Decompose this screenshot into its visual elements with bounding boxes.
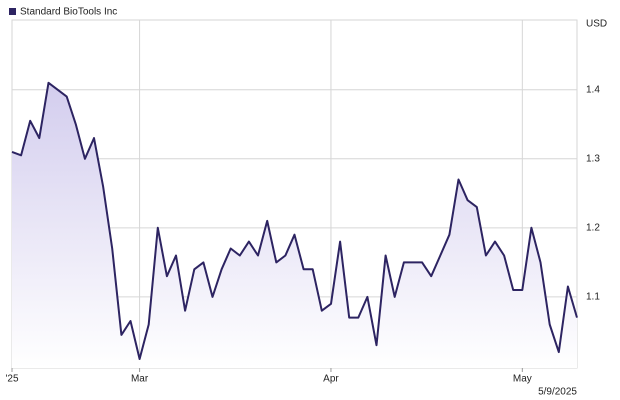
x-tick-label: '25 [5, 374, 18, 385]
y-unit: USD [586, 19, 607, 30]
y-tick-label: 1.2 [586, 222, 600, 233]
y-tick-label: 1.1 [586, 292, 600, 303]
last-date: 5/9/2025 [538, 387, 577, 398]
area [12, 82, 577, 369]
y-tick-label: 1.4 [586, 84, 600, 95]
price-line [11, 81, 578, 360]
x-tick-label: Apr [323, 374, 339, 385]
legend-swatch [9, 8, 16, 15]
legend-label: Standard BioTools Inc [20, 7, 117, 18]
x-tick-label: Mar [131, 374, 149, 385]
x-tick-label: May [513, 374, 532, 385]
y-tick-label: 1.3 [586, 153, 600, 164]
